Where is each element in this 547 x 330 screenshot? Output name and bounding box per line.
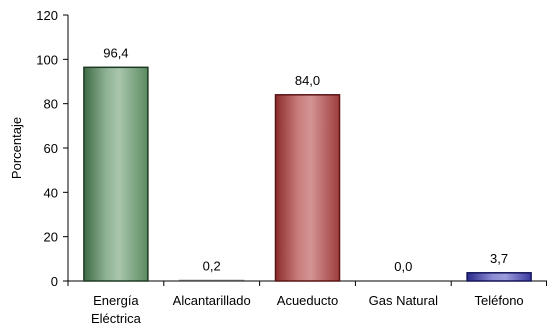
- bar: [274, 94, 341, 282]
- data-labels: 96,4 0,2 84,0 0,0 3,7: [103, 45, 508, 274]
- x-category-label: Gas Natural: [369, 293, 438, 308]
- bar-value-label: 0,0: [394, 259, 412, 274]
- x-category-label: Teléfono: [475, 293, 524, 308]
- y-tick-label: 100: [36, 52, 58, 67]
- y-axis-title: Porcentaje: [9, 117, 24, 179]
- y-tick-label: 40: [44, 185, 58, 200]
- bar: [466, 272, 532, 282]
- y-tick-label: 80: [44, 97, 58, 112]
- x-category-label: Acueducto: [277, 293, 338, 308]
- y-tick-label: 60: [44, 141, 58, 156]
- y-tick-label: 120: [36, 8, 58, 23]
- y-axis: 0 20 40 60 80 100 120: [36, 8, 69, 289]
- y-tick-label: 0: [51, 274, 58, 289]
- y-tick-label: 20: [44, 230, 58, 245]
- x-category-label: Energía: [93, 293, 139, 308]
- x-category-label: Alcantarillado: [173, 293, 251, 308]
- x-category-label: Eléctrica: [91, 311, 142, 326]
- bar-value-label: 96,4: [103, 45, 128, 60]
- bar-value-label: 84,0: [295, 73, 320, 88]
- bar-value-label: 0,2: [203, 259, 221, 274]
- x-axis: Energía Eléctrica Alcantarillado Acueducto G…: [67, 280, 547, 326]
- bar-value-label: 3,7: [490, 251, 508, 266]
- bar: [83, 66, 149, 282]
- bars: [83, 66, 532, 282]
